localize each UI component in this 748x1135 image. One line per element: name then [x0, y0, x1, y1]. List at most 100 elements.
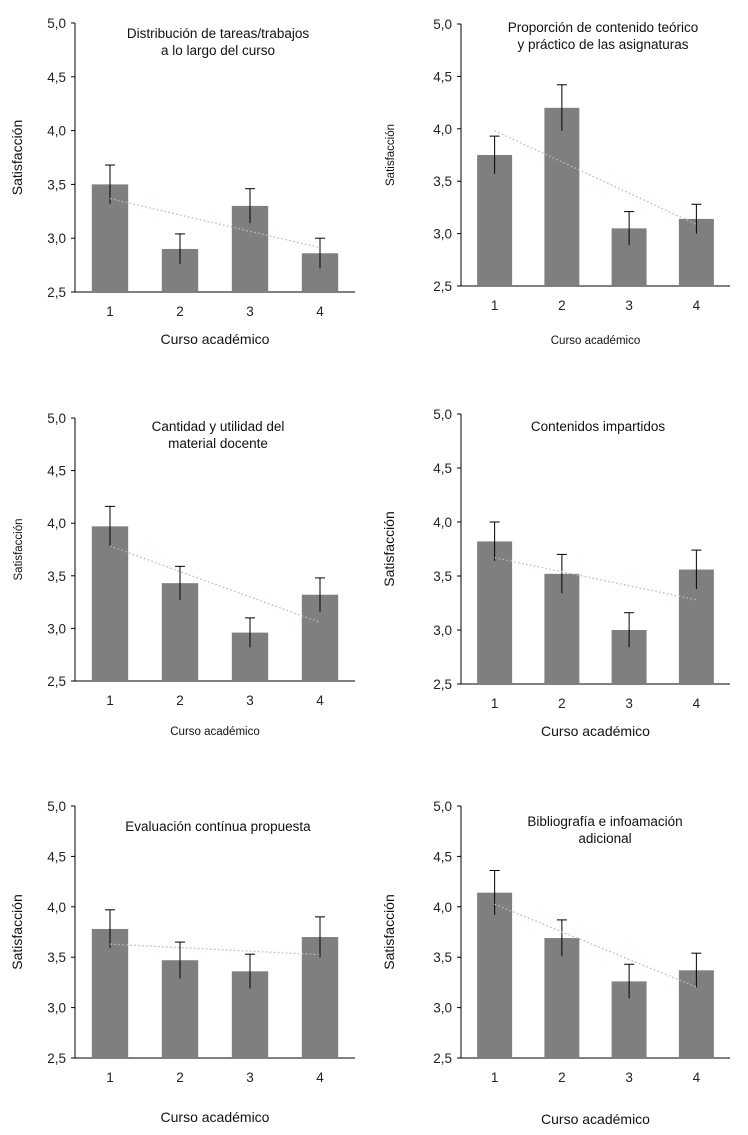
y-tick-label: 4,0 — [47, 124, 66, 139]
x-tick-label: 4 — [316, 304, 324, 319]
chart-title-line: a lo largo del curso — [161, 43, 275, 58]
y-tick-label: 3,5 — [47, 177, 66, 192]
error-bar — [105, 909, 115, 949]
y-tick-label: 4,5 — [47, 464, 66, 479]
y-tick-label: 3,0 — [47, 1001, 66, 1016]
chart-svg: 2,5 3,0 3,5 4,0 4,5 5,0 1 2 3 4 Evaluación contínu… — [9, 799, 355, 1125]
trendline — [109, 545, 321, 624]
chart-svg: 2,5 3,0 3,5 4,0 4,5 5,0 1 2 3 4 Proporción de cont… — [385, 17, 730, 347]
y-tick-label: 2,5 — [433, 279, 452, 294]
chart-title-line: Cantidad y utilidad del — [152, 419, 285, 434]
error-bar — [315, 916, 325, 958]
x-tick-label: 4 — [693, 298, 701, 313]
x-tick-label: 1 — [491, 1070, 499, 1085]
trendline — [494, 130, 697, 225]
y-tick-label: 2,5 — [433, 677, 452, 692]
x-tick-label: 2 — [176, 1070, 184, 1085]
y-tick-label: 4,5 — [47, 849, 66, 864]
bar-curso-1 — [91, 526, 129, 681]
chart-title: Evaluación contínua propuesta — [125, 819, 311, 834]
bar-curso-2 — [544, 107, 580, 286]
chart-svg: 2,5 3,0 3,5 4,0 4,5 5,0 1 2 3 4 Bibliografía e inf… — [381, 799, 730, 1127]
y-axis-title: Satisfacción — [381, 894, 397, 969]
error-bar — [489, 521, 500, 561]
chart-svg: 2,5 3,0 3,5 4,0 4,5 5,0 1 2 3 4 Distribución de ta… — [9, 16, 355, 347]
x-tick-label: 2 — [176, 693, 184, 708]
error-bar — [245, 953, 255, 989]
y-tick-label: 2,5 — [47, 674, 66, 689]
y-tick-label: 5,0 — [433, 17, 452, 32]
chart-svg: 2,5 3,0 3,5 4,0 4,5 5,0 1 2 3 4 Contenidos imparti… — [381, 407, 730, 739]
chart-panel-proporcion-contenido: 2,5 3,0 3,5 4,0 4,5 5,0 1 2 3 4 Proporción de cont… — [374, 0, 748, 378]
chart-title-line: Proporción de contenido teórico — [508, 20, 699, 35]
error-bar — [691, 952, 702, 988]
chart-panel-contenidos-impartidos: 2,5 3,0 3,5 4,0 4,5 5,0 1 2 3 4 Contenidos imparti… — [374, 378, 748, 756]
error-bar — [175, 941, 185, 979]
x-tick-label: 1 — [106, 304, 114, 319]
trendline — [494, 903, 697, 988]
y-tick-label: 3,0 — [433, 227, 452, 242]
y-tick-label: 4,5 — [433, 849, 452, 864]
x-tick-label: 3 — [625, 696, 633, 711]
y-tick-label: 4,0 — [433, 122, 452, 137]
x-tick-label: 4 — [693, 1070, 701, 1085]
y-tick-label: 4,5 — [433, 69, 452, 84]
y-tick-label: 4,0 — [433, 515, 452, 530]
error-bar — [315, 577, 325, 612]
x-tick-label: 3 — [246, 693, 254, 708]
trendline — [109, 197, 321, 249]
y-axis-title: Satisfacción — [381, 511, 397, 586]
x-tick-label: 2 — [558, 696, 566, 711]
y-tick-label: 5,0 — [47, 799, 66, 814]
chart-title-line: adicional — [578, 831, 631, 846]
trendline — [109, 943, 321, 956]
x-tick-label: 1 — [106, 693, 114, 708]
chart-panel-evaluacion-continua: 2,5 3,0 3,5 4,0 4,5 5,0 1 2 3 4 Evaluación contínu… — [0, 756, 374, 1134]
chart-title-line: y práctico de las asignaturas — [517, 37, 688, 52]
y-tick-label: 3,5 — [433, 950, 452, 965]
x-axis-title: Curso académico — [161, 331, 270, 347]
chart-title: Cantidad y utilidad del material docente — [152, 419, 285, 451]
chart-title: Contenidos impartidos — [531, 419, 666, 434]
y-tick-label: 2,5 — [47, 1051, 66, 1066]
y-tick-label: 2,5 — [47, 285, 66, 300]
chart-title-line: material docente — [168, 436, 268, 451]
error-bar — [245, 188, 255, 224]
error-bar — [691, 203, 702, 234]
error-bar — [489, 135, 500, 174]
x-tick-label: 4 — [316, 693, 324, 708]
bar-curso-1 — [477, 155, 513, 286]
x-tick-label: 4 — [316, 1070, 324, 1085]
chart-title: Distribución de tareas/trabajos a lo larg… — [127, 26, 310, 58]
y-axis-title: Satisfacción — [9, 894, 25, 969]
bar-curso-1 — [477, 892, 513, 1058]
chart-title-line: Contenidos impartidos — [531, 419, 666, 434]
y-tick-label: 5,0 — [433, 799, 452, 814]
chart-panel-distribucion-tareas: 2,5 3,0 3,5 4,0 4,5 5,0 1 2 3 4 Distribución de ta… — [0, 0, 374, 378]
x-tick-label: 2 — [558, 1070, 566, 1085]
chart-title-line: Distribución de tareas/trabajos — [127, 26, 310, 41]
x-tick-label: 3 — [625, 298, 633, 313]
y-tick-label: 4,5 — [47, 70, 66, 85]
y-tick-label: 3,0 — [47, 231, 66, 246]
x-axis-title: Curso académico — [541, 723, 650, 739]
x-tick-label: 1 — [491, 298, 499, 313]
x-tick-label: 3 — [625, 1070, 633, 1085]
error-bar — [105, 505, 115, 547]
error-bar — [556, 84, 567, 131]
error-bar — [489, 870, 500, 915]
x-tick-label: 2 — [176, 304, 184, 319]
y-axis-title: Satisfacción — [13, 518, 25, 580]
error-bar — [105, 164, 115, 204]
x-axis-title: Curso académico — [170, 726, 259, 738]
x-tick-label: 3 — [246, 304, 254, 319]
y-tick-label: 4,0 — [433, 900, 452, 915]
y-tick-label: 2,5 — [433, 1051, 452, 1066]
y-tick-label: 3,0 — [47, 621, 66, 636]
bar-curso-1 — [477, 541, 513, 684]
y-tick-label: 4,0 — [47, 900, 66, 915]
y-axis-title: Satisfacción — [9, 120, 25, 195]
y-tick-label: 3,5 — [47, 950, 66, 965]
x-tick-label: 4 — [693, 696, 701, 711]
trendline — [494, 557, 697, 601]
